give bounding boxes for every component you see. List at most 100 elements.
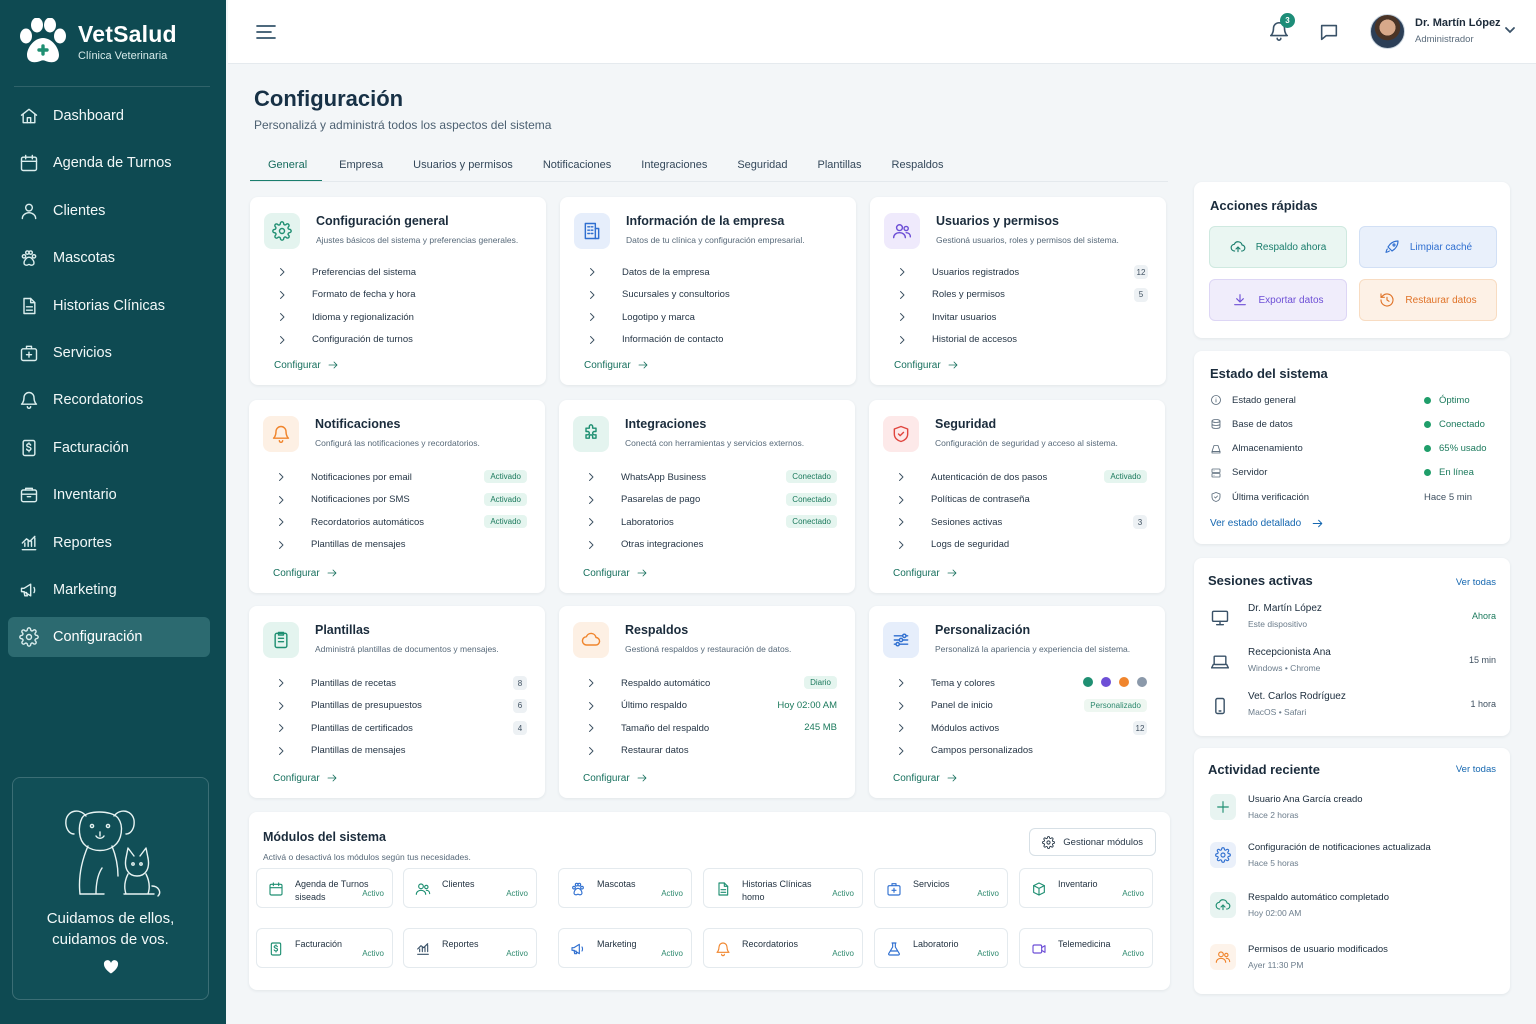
color-swatch[interactable] xyxy=(1101,677,1111,687)
session-row[interactable]: Vet. Carlos Rodríguez MacOS • Safari 1 hor… xyxy=(1210,688,1496,724)
sidebar-item-marketing[interactable]: Marketing xyxy=(8,570,210,610)
hamburger-menu-icon[interactable] xyxy=(256,22,276,42)
activity-item[interactable]: Configuración de notificaciones actualiz… xyxy=(1210,840,1496,880)
settings-row[interactable]: Notificaciones por SMS Activado xyxy=(275,489,527,512)
activity-view-all-link[interactable]: Ver todas xyxy=(1455,764,1496,775)
settings-row[interactable]: Datos de la empresa xyxy=(586,261,838,284)
color-swatch[interactable] xyxy=(1119,677,1129,687)
configure-link[interactable]: Configurar xyxy=(273,567,338,579)
settings-row[interactable]: Plantillas de mensajes xyxy=(275,534,527,557)
configure-link[interactable]: Configurar xyxy=(273,772,338,784)
manage-modules-button[interactable]: Gestionar módulos xyxy=(1029,828,1156,856)
tab-5[interactable]: Seguridad xyxy=(737,159,788,171)
quick-action-button[interactable]: Exportar datos xyxy=(1209,279,1347,321)
settings-row[interactable]: Información de contacto xyxy=(586,329,838,352)
activity-item[interactable]: Permisos de usuario modificados Ayer 11:3… xyxy=(1210,942,1496,982)
settings-row[interactable]: Módulos activos 12 xyxy=(895,717,1147,740)
settings-row[interactable]: Último respaldo Hoy 02:00 AM xyxy=(585,695,837,718)
configure-link[interactable]: Configurar xyxy=(894,359,959,371)
settings-row[interactable]: Plantillas de mensajes xyxy=(275,740,527,763)
settings-row[interactable]: Campos personalizados xyxy=(895,740,1147,763)
settings-row[interactable]: Logotipo y marca xyxy=(586,306,838,329)
settings-row[interactable]: Configuración de turnos xyxy=(276,329,528,352)
tab-1[interactable]: Empresa xyxy=(339,159,384,171)
settings-row[interactable]: Roles y permisos 5 xyxy=(896,284,1148,307)
tab-7[interactable]: Respaldos xyxy=(891,159,944,171)
module-card[interactable]: Marketing Activo xyxy=(558,928,692,968)
settings-row[interactable]: Sesiones activas 3 xyxy=(895,511,1147,534)
quick-action-button[interactable]: Restaurar datos xyxy=(1359,279,1497,321)
settings-row[interactable]: Plantillas de recetas 8 xyxy=(275,672,527,695)
settings-row[interactable]: Usuarios registrados 12 xyxy=(896,261,1148,284)
configure-link[interactable]: Configurar xyxy=(893,567,958,579)
configure-link[interactable]: Configurar xyxy=(274,359,339,371)
configure-link[interactable]: Configurar xyxy=(584,359,649,371)
sidebar-item-servicios[interactable]: Servicios xyxy=(8,333,210,373)
module-card[interactable]: Laboratorio Activo xyxy=(874,928,1008,968)
activity-item[interactable]: Usuario Ana García creado Hace 2 horas xyxy=(1210,792,1496,832)
session-row[interactable]: Recepcionista Ana Windows • Chrome 15 min xyxy=(1210,644,1496,680)
module-card[interactable]: Telemedicina Activo xyxy=(1019,928,1153,968)
sidebar-item-recordatorios[interactable]: Recordatorios xyxy=(8,380,210,420)
brand[interactable]: VetSalud Clínica Veterinaria xyxy=(18,18,177,64)
settings-row[interactable]: Sucursales y consultorios xyxy=(586,284,838,307)
user-name[interactable]: Dr. Martín López xyxy=(1415,17,1501,29)
settings-row[interactable]: Otras integraciones xyxy=(585,534,837,557)
sidebar-item-facturacion[interactable]: Facturación xyxy=(8,428,210,468)
settings-row[interactable]: Idioma y regionalización xyxy=(276,306,528,329)
color-swatch[interactable] xyxy=(1137,677,1147,687)
color-swatch[interactable] xyxy=(1083,677,1093,687)
notifications-bell-icon[interactable]: 3 xyxy=(1268,13,1295,42)
settings-row[interactable]: Invitar usuarios xyxy=(896,306,1148,329)
sidebar-item-historias-clinicas[interactable]: Historias Clínicas xyxy=(8,286,210,326)
sidebar-item-reportes[interactable]: Reportes xyxy=(8,523,210,563)
settings-row[interactable]: Tamaño del respaldo 245 MB xyxy=(585,717,837,740)
module-card[interactable]: Clientes Activo xyxy=(403,868,537,908)
session-row[interactable]: Dr. Martín López Este dispositivo Ahora xyxy=(1210,600,1496,636)
sidebar-item-agenda-de-turnos[interactable]: Agenda de Turnos xyxy=(8,143,210,183)
theme-color-swatches[interactable] xyxy=(1083,677,1147,687)
module-card[interactable]: Inventario Activo xyxy=(1019,868,1153,908)
activity-item[interactable]: Respaldo automático completado Hoy 02:00 … xyxy=(1210,890,1496,930)
system-status-link[interactable]: Ver estado detallado xyxy=(1210,517,1324,530)
tab-4[interactable]: Integraciones xyxy=(641,159,708,171)
settings-row[interactable]: Formato de fecha y hora xyxy=(276,284,528,307)
settings-row[interactable]: Notificaciones por email Activado xyxy=(275,466,527,489)
settings-row[interactable]: Autenticación de dos pasos Activado xyxy=(895,466,1147,489)
user-avatar[interactable] xyxy=(1370,14,1405,49)
tab-3[interactable]: Notificaciones xyxy=(542,159,612,171)
sidebar-item-dashboard[interactable]: Dashboard xyxy=(8,96,210,136)
sidebar-item-inventario[interactable]: Inventario xyxy=(8,475,210,515)
tab-0[interactable]: General xyxy=(250,150,323,182)
configure-link[interactable]: Configurar xyxy=(583,567,648,579)
sidebar-item-clientes[interactable]: Clientes xyxy=(8,191,210,231)
module-card[interactable]: Reportes Activo xyxy=(403,928,537,968)
configure-link[interactable]: Configurar xyxy=(893,772,958,784)
quick-action-button[interactable]: Respaldo ahora xyxy=(1209,226,1347,268)
tab-6[interactable]: Plantillas xyxy=(817,159,862,171)
settings-row[interactable]: Plantillas de certificados 4 xyxy=(275,717,527,740)
settings-row[interactable]: Recordatorios automáticos Activado xyxy=(275,511,527,534)
settings-row[interactable]: WhatsApp Business Conectado xyxy=(585,466,837,489)
settings-row[interactable]: Laboratorios Conectado xyxy=(585,511,837,534)
module-card[interactable]: Recordatorios Activo xyxy=(703,928,863,968)
sidebar-item-configuracion[interactable]: Configuración xyxy=(8,617,210,658)
module-card[interactable]: Facturación Activo xyxy=(256,928,393,968)
module-card[interactable]: Servicios Activo xyxy=(874,868,1008,908)
module-card[interactable]: Agenda de Turnos siseads Activo xyxy=(256,868,393,908)
settings-row[interactable]: Preferencias del sistema xyxy=(276,261,528,284)
messages-icon[interactable] xyxy=(1318,21,1340,43)
settings-row[interactable]: Restaurar datos xyxy=(585,740,837,763)
settings-row[interactable]: Logs de seguridad xyxy=(895,534,1147,557)
quick-action-button[interactable]: Limpiar caché xyxy=(1359,226,1497,268)
chevron-down-icon[interactable] xyxy=(1504,24,1516,36)
settings-row[interactable]: Panel de inicio Personalizado xyxy=(895,695,1147,718)
tab-2[interactable]: Usuarios y permisos xyxy=(413,159,513,171)
settings-row[interactable]: Políticas de contraseña xyxy=(895,489,1147,512)
sessions-view-all-link[interactable]: Ver todas xyxy=(1455,577,1496,588)
module-card[interactable]: Mascotas Activo xyxy=(558,868,692,908)
configure-link[interactable]: Configurar xyxy=(583,772,648,784)
settings-row[interactable]: Pasarelas de pago Conectado xyxy=(585,489,837,512)
sidebar-item-mascotas[interactable]: Mascotas xyxy=(8,238,210,278)
settings-row[interactable]: Plantillas de presupuestos 6 xyxy=(275,695,527,718)
